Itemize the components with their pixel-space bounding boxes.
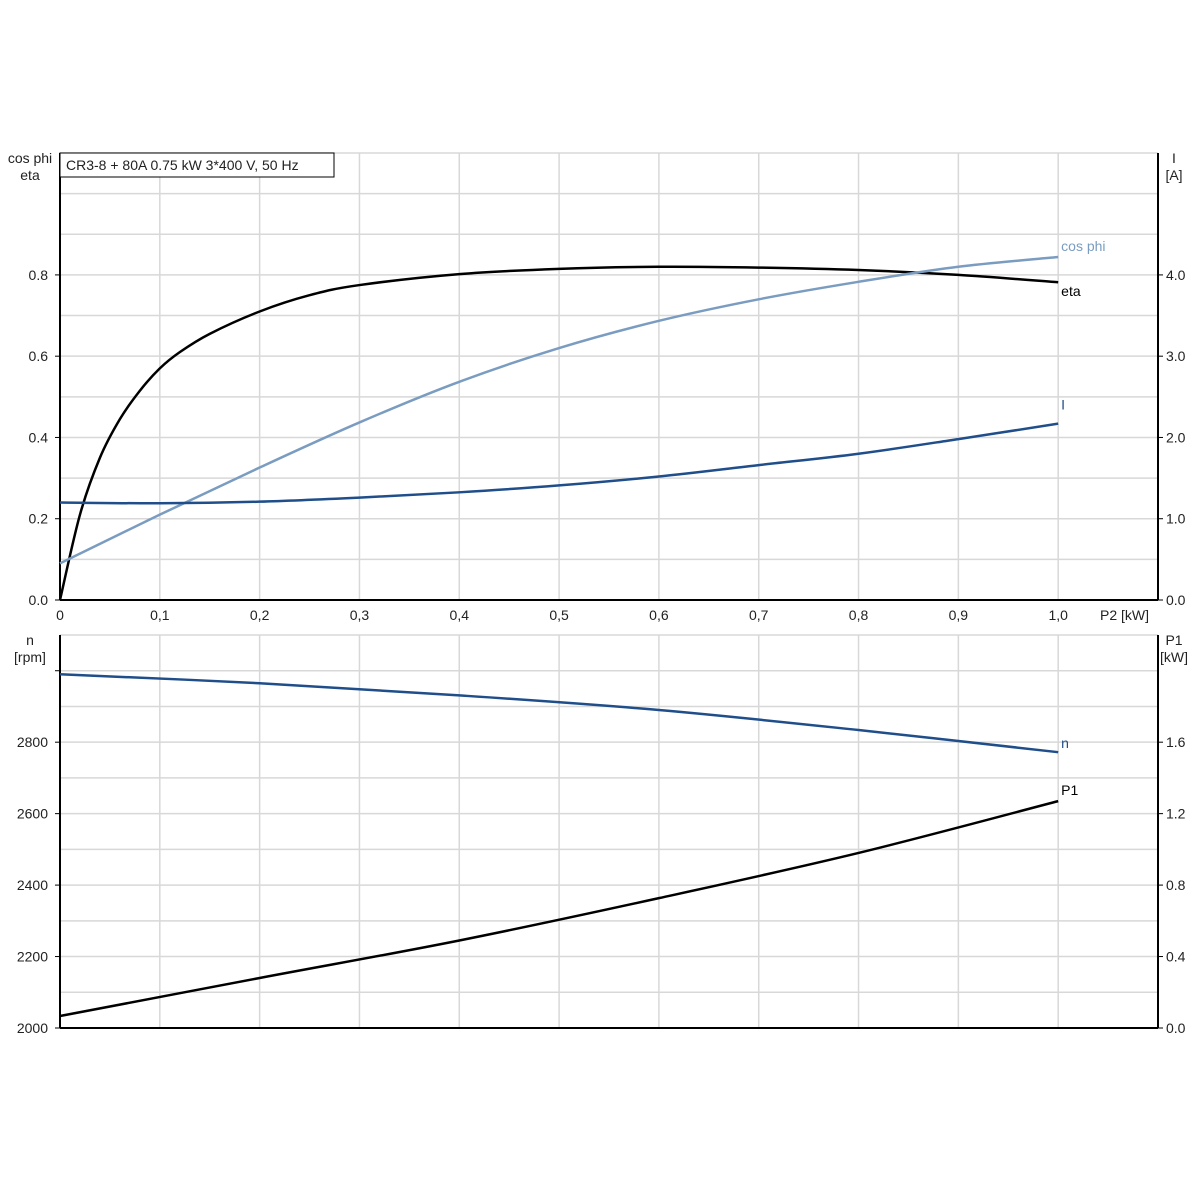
chart-title-box bbox=[59, 152, 335, 178]
series-label: eta bbox=[1061, 283, 1081, 299]
y-tick-label-right: 0.8 bbox=[1166, 877, 1186, 893]
x-tick-label: 0,2 bbox=[250, 607, 270, 623]
x-tick-label: 0,5 bbox=[549, 607, 569, 623]
y-tick-label-right: 0.0 bbox=[1166, 592, 1186, 608]
y-axis-label-right: [A] bbox=[1165, 167, 1182, 183]
series-line-cos-phi bbox=[59, 255, 1059, 565]
x-tick-label: 1,0 bbox=[1048, 607, 1068, 623]
y-tick-label-right: 0.4 bbox=[1166, 949, 1186, 965]
y-tick-label-left: 2000 bbox=[17, 1020, 48, 1036]
x-tick-label: 0,6 bbox=[649, 607, 669, 623]
y-tick-label-right: 4.0 bbox=[1166, 267, 1186, 283]
y-tick-label-right: 3.0 bbox=[1166, 348, 1186, 364]
y-axis-label-left: cos phi bbox=[8, 150, 52, 166]
x-tick-label: 0,3 bbox=[350, 607, 370, 623]
x-tick-label: 0,7 bbox=[749, 607, 769, 623]
x-tick-label: 0,9 bbox=[949, 607, 969, 623]
x-tick-label: 0,8 bbox=[849, 607, 869, 623]
x-tick-label: 0,4 bbox=[450, 607, 470, 623]
y-tick-label-left: 2200 bbox=[17, 949, 48, 965]
y-tick-label-right: 1.0 bbox=[1166, 511, 1186, 527]
y-axis-label-right: P1 bbox=[1165, 632, 1182, 648]
series-label: n bbox=[1061, 735, 1069, 751]
y-tick-label-right: 1.2 bbox=[1166, 806, 1186, 822]
y-axis-label-right: [kW] bbox=[1160, 649, 1188, 665]
series-line-i bbox=[59, 422, 1059, 505]
y-axis-label-left: [rpm] bbox=[14, 649, 46, 665]
x-tick-label: 0,1 bbox=[150, 607, 170, 623]
y-tick-label-left: 2400 bbox=[17, 877, 48, 893]
y-tick-label-left: 0.6 bbox=[29, 348, 49, 364]
y-tick-label-right: 2.0 bbox=[1166, 429, 1186, 445]
series-label: cos phi bbox=[1061, 238, 1105, 254]
series-label: P1 bbox=[1061, 782, 1078, 798]
y-tick-label-left: 0.8 bbox=[29, 267, 49, 283]
y-axis-label-left: eta bbox=[20, 167, 40, 183]
y-tick-label-right: 0.0 bbox=[1166, 1020, 1186, 1036]
y-axis-label-right: I bbox=[1172, 150, 1176, 166]
y-tick-label-right: 1.6 bbox=[1166, 734, 1186, 750]
series-line-p1 bbox=[59, 799, 1059, 1018]
y-tick-label-left: 0.2 bbox=[29, 511, 49, 527]
series-line-eta bbox=[58, 265, 1059, 601]
y-tick-label-left: 0.0 bbox=[29, 592, 49, 608]
x-axis-label: P2 [kW] bbox=[1100, 607, 1149, 623]
series-label: I bbox=[1061, 397, 1065, 413]
y-tick-label-left: 0.4 bbox=[29, 429, 49, 445]
y-tick-label-left: 2600 bbox=[17, 806, 48, 822]
chart-title: CR3-8 + 80A 0.75 kW 3*400 V, 50 Hz bbox=[66, 157, 299, 173]
y-axis-label-left: n bbox=[26, 632, 34, 648]
y-tick-label-left: 2800 bbox=[17, 734, 48, 750]
series-line-n bbox=[59, 673, 1059, 754]
x-tick-label: 0 bbox=[56, 607, 64, 623]
